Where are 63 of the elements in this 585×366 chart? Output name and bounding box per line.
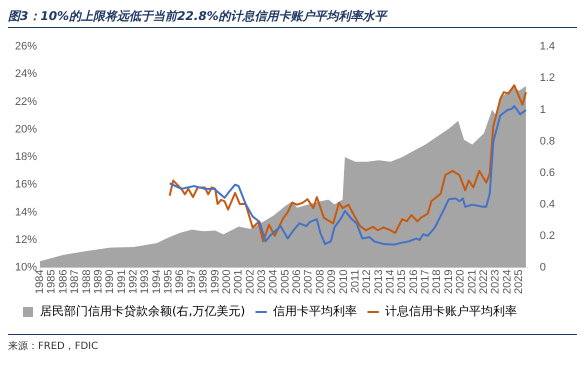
x-tick-label: 2008	[314, 270, 326, 294]
x-tick-label: 1984	[34, 270, 46, 294]
x-tick-label: 2025	[512, 270, 525, 294]
x-tick-label: 2013	[372, 270, 385, 294]
x-tick-label: 2023	[490, 270, 502, 294]
x-tick-label: 2021	[466, 270, 478, 294]
x-tick-label: 2011	[349, 270, 362, 294]
y2-tick-label: 0.4	[540, 198, 556, 210]
x-tick-label: 1999	[209, 270, 222, 294]
x-tick-label: 2007	[302, 270, 315, 294]
x-tick-label: 2022	[478, 270, 490, 294]
y2-tick-label: 1.2	[540, 72, 556, 84]
x-tick-label: 1992	[127, 270, 140, 294]
y2-tick-label: 0.8	[540, 135, 556, 148]
legend-label: 信用卡平均利率	[273, 304, 358, 318]
y2-tick-label: 1.4	[540, 40, 556, 53]
y-tick-label: 24%	[14, 68, 38, 80]
x-tick-label: 2003	[256, 270, 268, 294]
y-tick-label: 26%	[14, 40, 38, 53]
x-tick-label: 2012	[361, 270, 374, 294]
source-note: 来源：FRED，FDIC	[8, 340, 100, 353]
x-tick-label: 2006	[291, 270, 304, 294]
x-tick-label: 2020	[454, 270, 467, 294]
x-tick-label: 1995	[162, 270, 175, 294]
y-tick-label: 12%	[14, 234, 38, 246]
y2-tick-label: 0.6	[540, 166, 556, 179]
y2-tick-label: 0.2	[540, 230, 556, 242]
x-tick-label: 1993	[139, 270, 152, 294]
x-tick-label: 1986	[57, 270, 70, 294]
x-tick-label: 2010	[338, 270, 350, 294]
x-tick-label: 1989	[92, 270, 104, 294]
legend-label: 计息信用卡账户平均利率	[385, 304, 518, 318]
x-tick-label: 1987	[69, 270, 82, 294]
x-tick-label: 2001	[232, 270, 245, 294]
x-tick-label: 1996	[174, 270, 186, 294]
x-tick-label: 2015	[396, 270, 408, 294]
x-tick-label: 1994	[150, 270, 163, 294]
x-tick-label: 2002	[244, 270, 256, 294]
x-tick-label: 2018	[431, 270, 444, 294]
x-tick-label: 1991	[116, 270, 128, 294]
x-tick-label: 2024	[501, 270, 514, 294]
x-tick-label: 2000	[220, 270, 233, 294]
x-tick-label: 1990	[104, 270, 116, 294]
x-tick-label: 1988	[80, 270, 93, 294]
y-tick-label: 18%	[14, 151, 38, 164]
chart-title: 图3：10%的上限将远低于当前22.8%的计息信用卡账户平均利率水平	[8, 8, 577, 28]
x-tick-label: 2017	[420, 270, 432, 294]
x-tick-label: 2005	[279, 270, 292, 294]
y-tick-label: 14%	[14, 206, 38, 218]
x-tick-label: 2019	[442, 270, 455, 294]
x-tick-label: 2014	[384, 270, 396, 294]
y-tick-label: 22%	[14, 96, 38, 108]
y-tick-label: 16%	[14, 178, 38, 191]
y2-tick-label: 0	[540, 262, 546, 274]
x-tick-label: 1997	[186, 270, 198, 294]
y-tick-label: 20%	[14, 123, 38, 136]
x-tick-label: 2009	[326, 270, 338, 294]
x-tick-label: 1998	[198, 270, 210, 294]
x-tick-label: 2004	[268, 270, 280, 294]
x-tick-label: 2016	[408, 270, 420, 294]
x-tick-label: 1985	[46, 270, 58, 294]
y2-tick-label: 1	[540, 104, 546, 116]
legend-label: 居民部门信用卡贷款余额(右,万亿美元)	[40, 304, 246, 318]
